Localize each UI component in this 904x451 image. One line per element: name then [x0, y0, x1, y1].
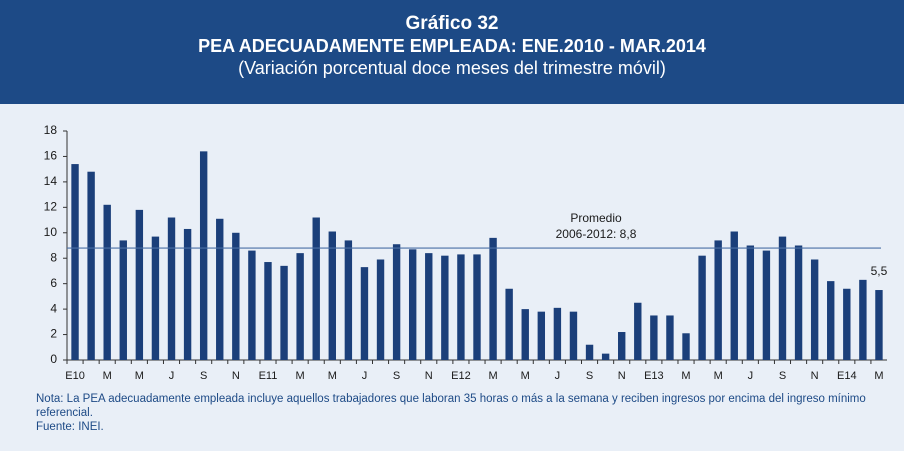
- bar: [505, 288, 513, 360]
- bar: [344, 240, 353, 360]
- x-tick-label: S: [393, 370, 400, 382]
- bar: [794, 245, 803, 360]
- bar: [618, 332, 626, 360]
- x-tick-label: M: [135, 370, 144, 382]
- y-tick-label: 0: [50, 352, 57, 366]
- y-tick-label: 2: [50, 327, 57, 341]
- x-tick-label: J: [748, 370, 754, 382]
- bar: [183, 228, 192, 360]
- x-tick-label: M: [521, 370, 530, 382]
- y-tick-label: 10: [44, 225, 58, 239]
- bar: [859, 279, 867, 360]
- note: Nota: La PEA adecuadamente empleada incl…: [36, 393, 866, 419]
- header: Gráfico 32 PEA ADECUADAMENTE EMPLEADA: E…: [0, 0, 904, 104]
- bar: [408, 249, 417, 360]
- y-tick-label: 4: [50, 301, 57, 315]
- source: Fuente: INEI.: [36, 421, 104, 433]
- bar: [296, 253, 304, 360]
- x-tick-label: E10: [65, 370, 85, 382]
- x-tick-label: M: [874, 370, 883, 382]
- bar: [71, 164, 79, 360]
- x-tick-label: J: [362, 370, 368, 382]
- x-tick-label: J: [169, 370, 175, 382]
- x-tick-label: M: [681, 370, 690, 382]
- bar: [441, 255, 449, 360]
- y-tick-label: 8: [50, 250, 57, 264]
- bar: [328, 231, 336, 360]
- x-tick-label: E13: [644, 370, 664, 382]
- bar: [167, 217, 176, 360]
- bar: [312, 217, 320, 360]
- bar: [714, 240, 722, 360]
- bar: [843, 288, 851, 360]
- notes: Nota: La PEA adecuadamente empleada incl…: [36, 392, 896, 434]
- x-tick-label: E14: [837, 370, 857, 382]
- bar: [698, 255, 706, 360]
- bar: [199, 151, 208, 360]
- bar: [264, 262, 272, 360]
- chart-subtitle: (Variación porcentual doce meses del tri…: [238, 58, 666, 78]
- chart: 0 2 4 6 8 10 12 14 16 18 E10 M M J S N E11 M M J S N E12 M M J S N E…: [44, 123, 888, 382]
- bar: [232, 232, 240, 360]
- x-tick-label: S: [200, 370, 207, 382]
- bar: [569, 311, 578, 360]
- x-tick-label: M: [296, 370, 305, 382]
- bar: [392, 244, 401, 360]
- bar: [827, 281, 835, 360]
- x-tick-label: E12: [451, 370, 471, 382]
- bar: [634, 302, 642, 360]
- bar: [553, 307, 562, 360]
- bar: [810, 259, 819, 360]
- bar: [746, 245, 755, 360]
- chart-title: Gráfico 32: [405, 13, 499, 34]
- bar: [601, 353, 610, 360]
- bar: [666, 315, 674, 360]
- y-tick-label: 6: [50, 276, 57, 290]
- x-tick-label: M: [328, 370, 337, 382]
- bar: [537, 311, 546, 360]
- y-tick-label: 18: [44, 123, 58, 137]
- bar: [457, 254, 465, 360]
- bar: [103, 204, 111, 360]
- x-tick-label: N: [425, 370, 433, 382]
- x-tick-label: M: [103, 370, 112, 382]
- bar: [135, 209, 144, 360]
- bar: [87, 171, 95, 360]
- bar: [151, 236, 160, 360]
- chart-subtitle: PEA ADECUADAMENTE EMPLEADA: ENE.2010 - M…: [198, 36, 706, 56]
- bar: [650, 315, 658, 360]
- x-tick-label: S: [586, 370, 593, 382]
- bar: [778, 236, 787, 360]
- bar: [682, 333, 690, 360]
- x-tick-label: J: [555, 370, 561, 382]
- bar: [119, 240, 127, 360]
- value-label: 5,5: [871, 264, 888, 278]
- bar: [216, 218, 224, 360]
- bar: [730, 231, 738, 360]
- bar: [875, 290, 883, 360]
- average-label: Promedio: [570, 211, 622, 225]
- x-tick-label: S: [779, 370, 786, 382]
- x-tick-label: M: [714, 370, 723, 382]
- x-tick-label: M: [488, 370, 497, 382]
- x-tick-label: N: [618, 370, 626, 382]
- y-tick-label: 12: [44, 200, 58, 214]
- bar: [473, 254, 481, 360]
- y-tick-label: 14: [44, 174, 58, 188]
- average-label: 2006-2012: 8,8: [556, 227, 637, 241]
- bar: [521, 309, 529, 360]
- bar: [376, 259, 385, 360]
- bar: [360, 267, 369, 360]
- bar: [489, 237, 497, 360]
- bar: [585, 344, 594, 360]
- y-tick-label: 16: [44, 149, 58, 163]
- bar: [762, 250, 771, 360]
- bar: [248, 250, 256, 360]
- x-tick-label: N: [232, 370, 240, 382]
- x-tick-label: N: [811, 370, 819, 382]
- bar: [425, 253, 433, 360]
- bar: [280, 265, 288, 360]
- x-tick-label: E11: [259, 370, 278, 382]
